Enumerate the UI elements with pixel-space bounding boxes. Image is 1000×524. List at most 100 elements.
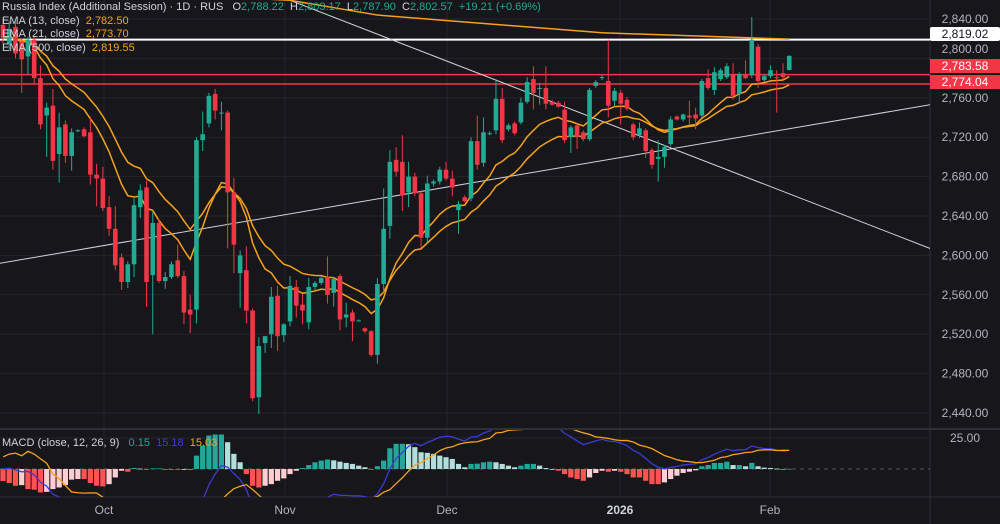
macd-histogram-bar [287, 469, 293, 475]
time-label-dec: Dec [436, 503, 458, 517]
macd-histogram-bar [586, 469, 593, 478]
candle-body [393, 159, 399, 172]
ema13-line [2, 35, 790, 315]
candle [643, 128, 649, 158]
candle-body [44, 107, 49, 116]
candle-body [94, 174, 99, 179]
macd-histogram-bar [599, 469, 605, 471]
candle [543, 66, 549, 110]
high-value: 2,803.17 [297, 1, 341, 13]
candle [119, 253, 124, 290]
candle [400, 135, 405, 212]
candle [705, 69, 711, 90]
candle-body [543, 87, 549, 104]
candle [512, 121, 517, 136]
candle [712, 67, 717, 95]
low-label: L [346, 1, 354, 13]
candle-body [237, 255, 243, 274]
candle [131, 198, 137, 278]
candle-body [137, 190, 143, 208]
candle-body [381, 228, 386, 284]
candle [194, 137, 199, 324]
y-tick-label: 2,600.00 [942, 248, 989, 262]
candle-body [724, 66, 730, 78]
candle-body [25, 39, 31, 57]
macd-histogram-bar [137, 468, 143, 470]
candle-body [774, 77, 780, 79]
macd-histogram-bar [94, 469, 100, 486]
macd-histogram-bar [87, 469, 93, 484]
candle-body [31, 39, 37, 79]
candle [362, 327, 368, 334]
candle-body [131, 205, 137, 265]
macd-histogram-bar [368, 469, 374, 470]
macd-histogram-bar [262, 469, 268, 486]
macd-histogram-bar [231, 453, 237, 469]
candle [162, 272, 168, 289]
candle-body [581, 132, 586, 140]
macd-histogram-bar [549, 469, 555, 470]
candle-body [125, 264, 131, 282]
candle-body [462, 197, 468, 202]
candle [556, 100, 561, 108]
low-value: 2,787.90 [353, 1, 396, 13]
macd-histogram-bar [668, 469, 674, 480]
macd-histogram-bar [543, 468, 549, 469]
candle-body [780, 73, 786, 78]
candle [549, 99, 555, 106]
ema13-legend[interactable]: EMA (13, close) 2,782.50 [2, 15, 129, 28]
candle-body [293, 286, 299, 306]
macd-histogram-bar [212, 434, 218, 469]
price-label-red-line-1: 2,783.58 [930, 59, 1000, 73]
macd-histogram-bar [37, 469, 44, 493]
ema500-legend[interactable]: EMA (500, close) 2,819.55 [2, 42, 135, 55]
candle [6, 20, 12, 51]
macd-histogram-bar [705, 465, 711, 469]
candle [649, 148, 655, 169]
macd-histogram-bar [661, 469, 668, 483]
candle-body [531, 79, 536, 93]
macd-histogram-bar [25, 469, 31, 490]
candle [537, 83, 542, 105]
candle [56, 112, 62, 183]
macd-histogram-bar [256, 469, 262, 488]
candle [212, 88, 218, 120]
macd-legend[interactable]: MACD (close, 12, 26, 9) 0.15 15.18 15.03 [2, 437, 217, 450]
candle [269, 286, 274, 348]
candle [674, 115, 680, 121]
candle-body [56, 127, 62, 154]
macd-histogram-bar [69, 469, 75, 480]
candle [699, 79, 705, 118]
candle [456, 201, 461, 234]
macd-histogram-bar [406, 444, 412, 469]
macd-histogram-bar [268, 469, 274, 485]
candle [225, 110, 230, 249]
candle [437, 166, 443, 185]
candle-body [674, 116, 680, 120]
candle-body [743, 75, 748, 79]
candle-body [655, 156, 661, 159]
macd-hist-value: 0.15 [128, 437, 150, 449]
candle [187, 294, 193, 334]
candle [524, 77, 530, 104]
macd-histogram-bar [468, 463, 474, 469]
candle [693, 107, 698, 130]
macd-histogram-bar [430, 453, 437, 469]
macd-line-value: 15.18 [156, 437, 184, 449]
ema21-legend[interactable]: EMA (21, close) 2,773.70 [2, 28, 129, 41]
candle-body [599, 77, 605, 79]
candle [169, 261, 174, 280]
candle [38, 65, 43, 130]
candle [724, 63, 730, 80]
macd-histogram-bar [331, 460, 337, 469]
candle [737, 72, 742, 104]
candle [493, 79, 499, 135]
macd-line [2, 430, 790, 497]
ema500-value: 2,819.55 [91, 42, 135, 54]
symbol-legend: Russia Index (Additional Session) · 1D ·… [2, 1, 541, 14]
candle-body [481, 132, 486, 163]
candle-body [406, 176, 411, 193]
symbol-title: Russia Index (Additional Session) · 1D ·… [2, 1, 224, 13]
candle-body [712, 72, 717, 90]
